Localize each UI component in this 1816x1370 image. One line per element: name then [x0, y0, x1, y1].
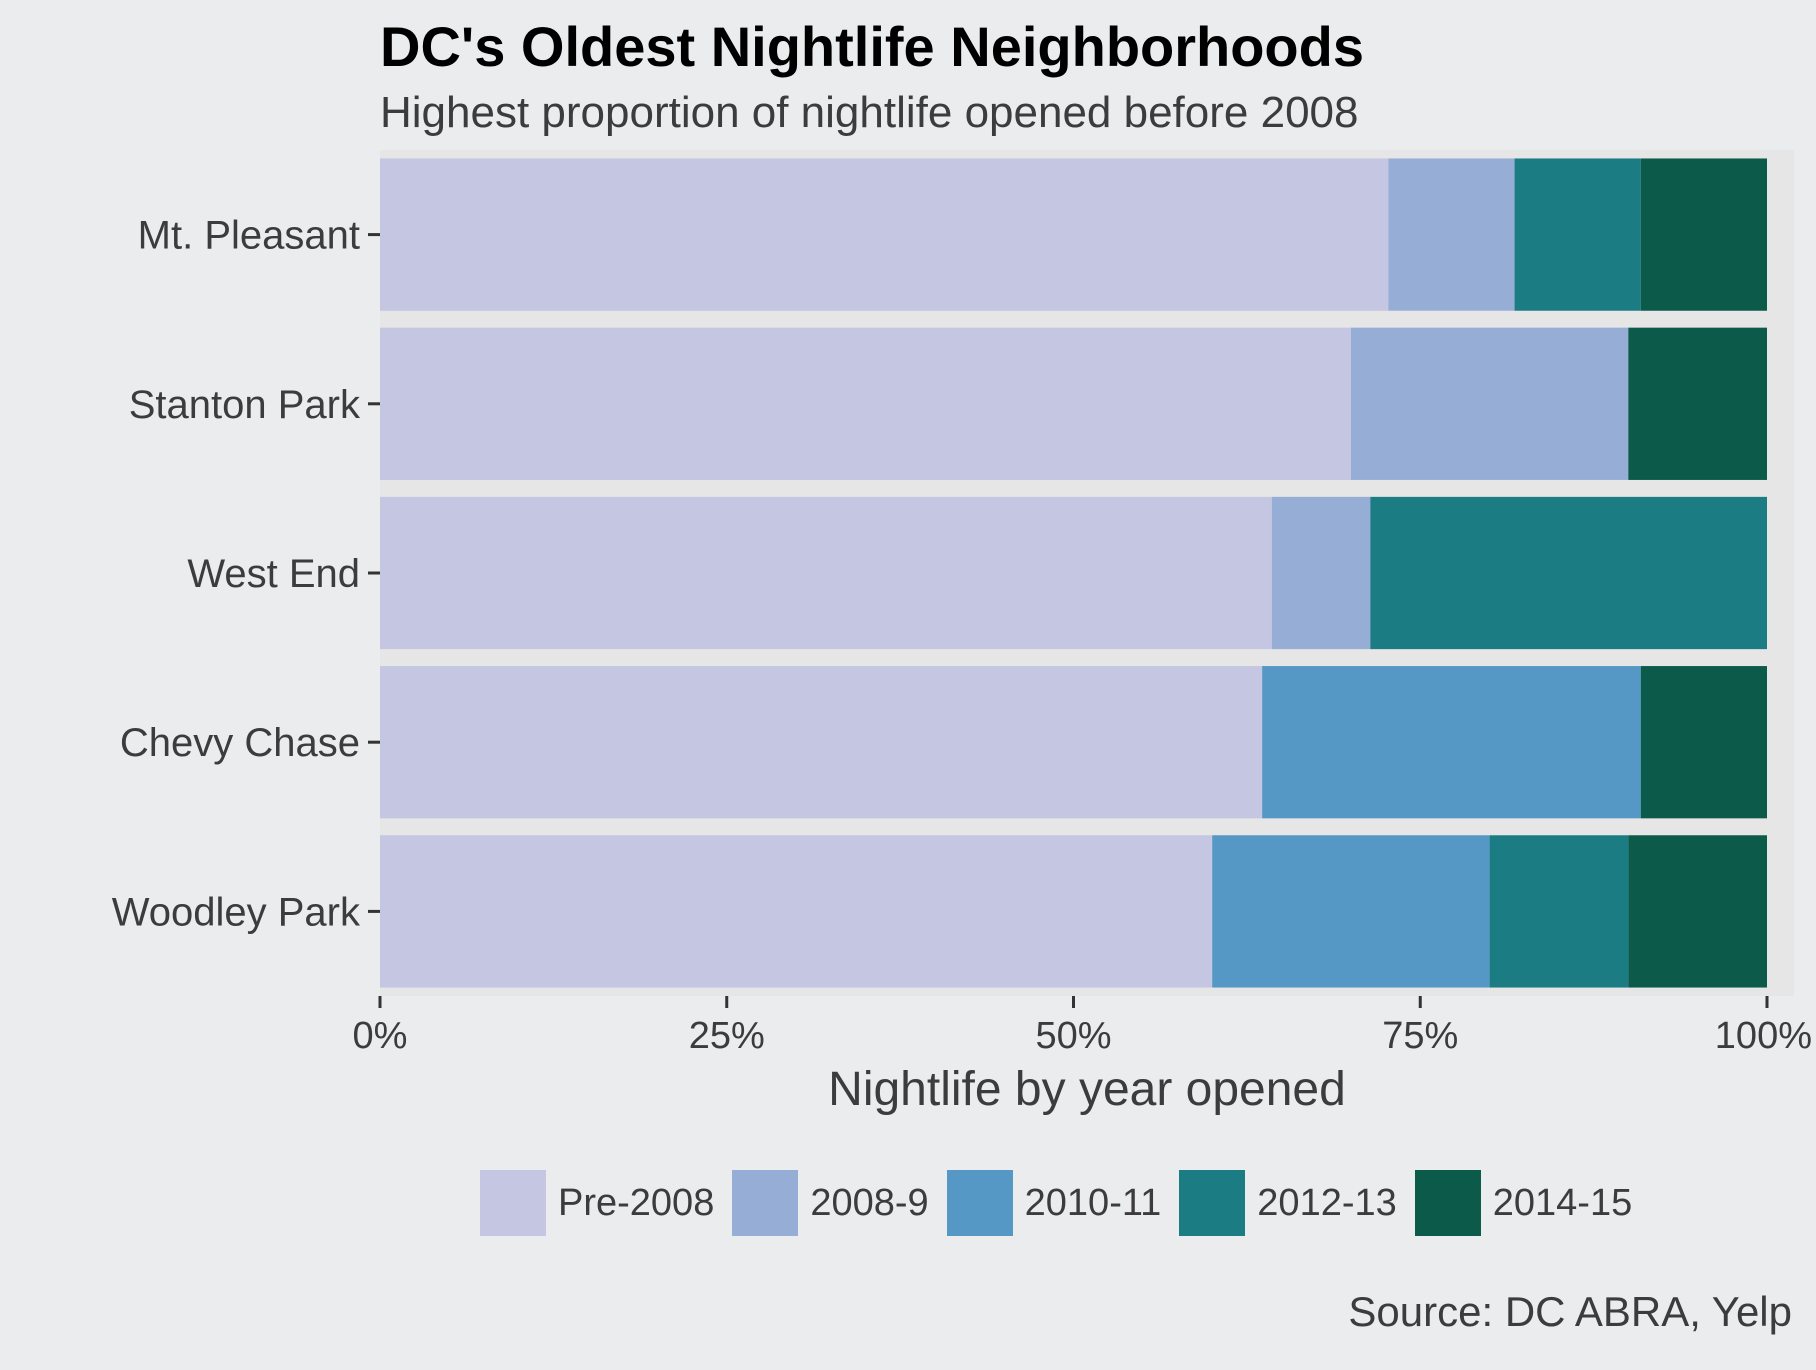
legend: Pre-2008 2008-9 2010-11 2012-13 2014-15: [480, 1170, 1650, 1236]
bar-mt-pleasant-2012-13: [1514, 158, 1641, 311]
bar-west-end-pre-2008: [380, 496, 1272, 650]
bar-stanton-park-2014-15: [1628, 327, 1767, 480]
legend-item-2014-15: 2014-15: [1414, 1170, 1633, 1236]
y-tick-label: Stanton Park: [129, 383, 361, 427]
x-tick-label: 50%: [1035, 1015, 1111, 1057]
x-tick-label: 0%: [353, 1015, 408, 1057]
bar-mt-pleasant-2014-15: [1640, 158, 1767, 311]
bar-woodley-park-2010-11: [1212, 835, 1490, 988]
legend-item-2008-9: 2008-9: [732, 1170, 929, 1236]
legend-swatch: [480, 1170, 546, 1236]
bar-woodley-park-2012-13: [1489, 835, 1629, 988]
bar-west-end-2012-13: [1370, 496, 1767, 650]
legend-label: 2008-9: [810, 1181, 929, 1224]
bar-mt-pleasant-pre-2008: [380, 158, 1389, 311]
bar-stanton-park-2008-9: [1350, 327, 1629, 480]
x-axis: 0% 25% 50% 75% 100%: [353, 996, 1812, 1057]
y-tick-label: Woodley Park: [112, 890, 361, 934]
chart-title: DC's Oldest Nightlife Neighborhoods: [380, 15, 1364, 78]
bar-chevy-chase-2014-15: [1640, 666, 1767, 819]
y-tick-label: Mt. Pleasant: [138, 214, 360, 258]
x-axis-label: Nightlife by year opened: [828, 1063, 1346, 1116]
legend-swatch: [1414, 1170, 1481, 1236]
bar-chevy-chase-2010-11: [1262, 666, 1641, 819]
legend-label: 2014-15: [1492, 1181, 1633, 1224]
x-tick-label: 100%: [1715, 1015, 1812, 1057]
legend-label: 2012-13: [1257, 1181, 1397, 1224]
legend-swatch: [946, 1170, 1013, 1236]
bars-group: [380, 158, 1767, 988]
legend-label: Pre-2008: [558, 1181, 715, 1224]
x-tick-label: 75%: [1382, 1015, 1458, 1057]
y-tick-label: Chevy Chase: [120, 721, 360, 765]
y-tick-label: West End: [187, 552, 360, 596]
legend-label: 2010-11: [1024, 1181, 1162, 1224]
chart-subtitle: Highest proportion of nightlife opened b…: [380, 88, 1359, 137]
bar-west-end-2008-9: [1271, 496, 1371, 650]
y-axis: Mt. Pleasant Stanton Park West End Chevy Ch…: [112, 214, 380, 934]
x-tick-label: 25%: [689, 1015, 765, 1057]
bar-mt-pleasant-2008-9: [1388, 158, 1515, 311]
legend-item-2010-11: 2010-11: [946, 1170, 1162, 1236]
bar-woodley-park-2014-15: [1628, 835, 1767, 988]
legend-swatch: [732, 1170, 799, 1236]
bar-chevy-chase-pre-2008: [380, 666, 1263, 819]
legend-item-2012-13: 2012-13: [1179, 1170, 1397, 1236]
legend-swatch: [1179, 1170, 1246, 1236]
legend-item-pre-2008: Pre-2008: [480, 1170, 714, 1236]
bar-woodley-park-pre-2008: [380, 835, 1213, 988]
source-note: Source: DC ABRA, Yelp: [1348, 1288, 1792, 1335]
bar-stanton-park-pre-2008: [380, 327, 1351, 480]
